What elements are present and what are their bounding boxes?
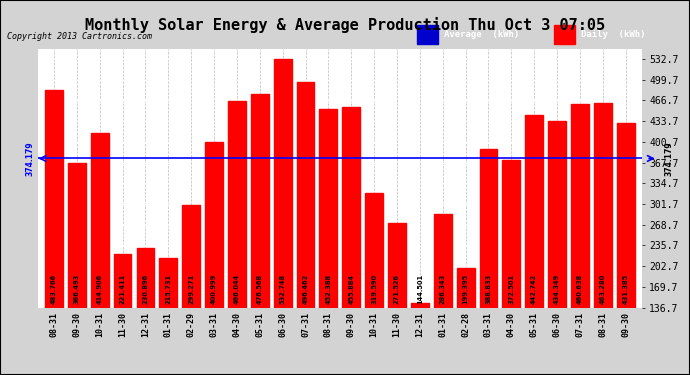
- Text: 221.411: 221.411: [119, 274, 126, 304]
- Text: 483.766: 483.766: [51, 274, 57, 304]
- Text: 366.493: 366.493: [74, 274, 80, 304]
- Text: 372.501: 372.501: [509, 274, 514, 304]
- Text: 532.748: 532.748: [279, 274, 286, 304]
- Bar: [617, 123, 635, 375]
- Bar: [342, 107, 360, 375]
- Text: 388.833: 388.833: [486, 274, 491, 304]
- Bar: [45, 90, 63, 375]
- Bar: [548, 121, 566, 375]
- Bar: [114, 254, 132, 375]
- Bar: [228, 101, 246, 375]
- Text: 215.731: 215.731: [166, 274, 171, 304]
- Text: 319.590: 319.590: [371, 274, 377, 304]
- Text: Monthly Solar Energy & Average Production Thu Oct 3 07:05: Monthly Solar Energy & Average Productio…: [85, 17, 605, 33]
- Bar: [91, 133, 108, 375]
- Text: Daily  (kWh): Daily (kWh): [581, 30, 645, 39]
- Bar: [297, 82, 315, 375]
- Text: 400.999: 400.999: [211, 274, 217, 304]
- Bar: [417, 25, 438, 45]
- Text: 271.526: 271.526: [394, 274, 400, 304]
- Bar: [365, 193, 383, 375]
- Bar: [434, 214, 452, 375]
- Text: 299.271: 299.271: [188, 274, 194, 304]
- Bar: [137, 248, 155, 375]
- Text: Average  (kWh): Average (kWh): [444, 30, 519, 39]
- Text: 455.884: 455.884: [348, 274, 354, 304]
- Text: 452.388: 452.388: [326, 274, 331, 304]
- Text: 431.385: 431.385: [622, 274, 629, 304]
- Text: Copyright 2013 Cartronics.com: Copyright 2013 Cartronics.com: [7, 32, 152, 41]
- Bar: [251, 94, 268, 375]
- Text: 496.462: 496.462: [302, 274, 308, 304]
- Bar: [388, 223, 406, 375]
- Bar: [525, 116, 543, 375]
- Text: 434.349: 434.349: [554, 274, 560, 304]
- Bar: [205, 142, 223, 375]
- Text: 286.343: 286.343: [440, 274, 446, 304]
- Text: 414.906: 414.906: [97, 274, 103, 304]
- Text: 374.179: 374.179: [26, 141, 34, 176]
- Text: 374.179: 374.179: [664, 141, 673, 176]
- Text: 460.638: 460.638: [577, 274, 583, 304]
- Bar: [319, 110, 337, 375]
- Bar: [554, 25, 575, 45]
- Bar: [411, 303, 428, 375]
- Bar: [274, 59, 292, 375]
- Text: 463.280: 463.280: [600, 274, 606, 304]
- Text: 144.501: 144.501: [417, 274, 423, 304]
- Bar: [159, 258, 177, 375]
- Text: 230.896: 230.896: [142, 274, 148, 304]
- Bar: [502, 159, 520, 375]
- Text: 476.568: 476.568: [257, 274, 263, 304]
- Bar: [594, 102, 612, 375]
- Text: 442.742: 442.742: [531, 274, 538, 304]
- Text: 466.044: 466.044: [234, 274, 240, 304]
- Bar: [571, 104, 589, 375]
- Bar: [457, 268, 475, 375]
- Bar: [182, 206, 200, 375]
- Bar: [480, 149, 497, 375]
- Text: 199.395: 199.395: [462, 274, 469, 304]
- Bar: [68, 163, 86, 375]
